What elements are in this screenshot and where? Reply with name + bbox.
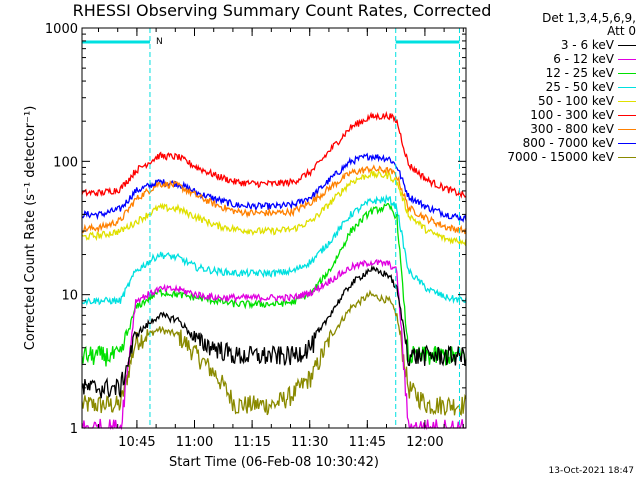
series-line-100-300-kev: [81, 110, 467, 199]
x-tick-label: 10:45: [118, 435, 155, 450]
legend-label: 100 - 300 keV: [530, 108, 614, 122]
legend-item: 7000 - 15000 keV: [480, 150, 636, 164]
legend-header-attenuator: Att 0: [607, 24, 636, 38]
legend-item: 12 - 25 keV: [480, 66, 636, 80]
series-line-3-6-kev: [81, 264, 467, 399]
legend-swatch: [618, 142, 636, 144]
x-tick-label: 11:45: [349, 435, 386, 450]
legend-label: 25 - 50 keV: [545, 80, 614, 94]
legend-swatch: [618, 86, 636, 88]
axes: 10:45 11:00 11:15 11:30 11:45 12:00 1 10 100 1000: [45, 22, 466, 450]
legend-item: 300 - 800 keV: [480, 122, 636, 136]
legend-swatch: [618, 128, 636, 130]
y-tick-label: 1000: [45, 22, 78, 37]
legend-item: 800 - 7000 keV: [480, 136, 636, 150]
series-line-12-25-kev: [81, 202, 467, 367]
x-axis-label: Start Time (06-Feb-08 10:30:42): [169, 455, 379, 470]
night-flag-label: N: [156, 37, 163, 47]
legend-label: 3 - 6 keV: [560, 38, 614, 52]
series-line-800-7000-kev: [81, 152, 467, 223]
legend-label: 800 - 7000 keV: [522, 136, 614, 150]
y-tick-label: 1: [70, 422, 78, 437]
legend-label: 300 - 800 keV: [530, 122, 614, 136]
series-line-7000-15000-kev: [81, 289, 467, 416]
series-line-25-50-kev: [81, 193, 467, 306]
plot-area: N: [81, 28, 467, 431]
legend-swatch: [618, 100, 636, 102]
legend-swatch: [618, 72, 636, 74]
y-tick-label: 10: [61, 289, 78, 304]
legend-label: 7000 - 15000 keV: [507, 150, 614, 164]
legend: Det 1,3,4,5,6,9, Att 0 3 - 6 keV 6 - 12 k…: [480, 12, 636, 164]
chart-title: RHESSI Observing Summary Count Rates, Co…: [73, 1, 492, 20]
footer-timestamp: 13-Oct-2021 18:47: [548, 466, 634, 476]
x-tick-label: 11:30: [291, 435, 328, 450]
y-tick-label: 100: [53, 155, 78, 170]
series-line-6-12-kev: [81, 258, 466, 431]
series-line-50-100-kev: [81, 169, 467, 247]
legend-label: 50 - 100 keV: [537, 94, 614, 108]
legend-swatch: [618, 114, 636, 116]
legend-header-detectors: Det 1,3,4,5,6,9,: [542, 11, 636, 25]
x-tick-label: 11:15: [233, 435, 270, 450]
legend-label: 6 - 12 keV: [553, 52, 614, 66]
y-axis-label: Corrected Count Rate (s⁻¹ detector⁻¹): [23, 106, 38, 351]
x-tick-label: 11:00: [176, 435, 213, 450]
legend-label: 12 - 25 keV: [545, 66, 614, 80]
plot-frame: [81, 27, 467, 429]
legend-swatch: [618, 44, 636, 46]
legend-item: 100 - 300 keV: [480, 108, 636, 122]
legend-item: 50 - 100 keV: [480, 94, 636, 108]
legend-item: 3 - 6 keV: [480, 38, 636, 52]
legend-item: 6 - 12 keV: [480, 52, 636, 66]
legend-swatch: [618, 156, 636, 158]
series-line-300-800-kev: [81, 164, 467, 235]
legend-swatch: [618, 58, 636, 60]
legend-entries: 3 - 6 keV 6 - 12 keV 12 - 25 keV 25 - 50 ke…: [480, 38, 636, 164]
x-tick-label: 12:00: [406, 435, 443, 450]
legend-item: 25 - 50 keV: [480, 80, 636, 94]
